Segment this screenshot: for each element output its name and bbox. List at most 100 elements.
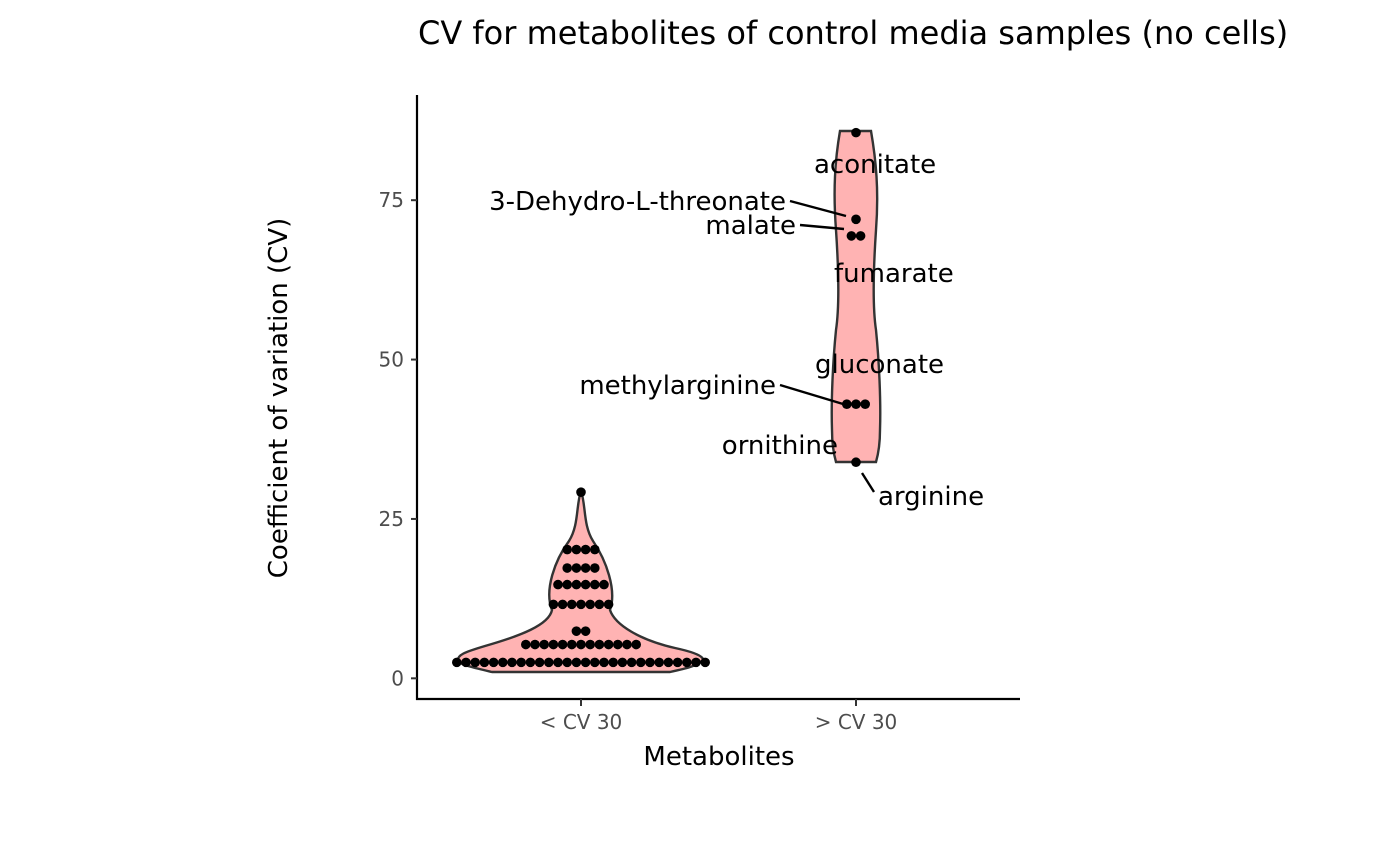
data-point [860,399,870,409]
data-point [846,231,857,241]
data-point [590,544,600,555]
data-point [603,599,614,610]
leader-3-dehydro-l-threonate [789,199,847,218]
data-point [594,599,605,610]
data-point [682,657,692,668]
data-point [590,579,600,590]
data-point [557,639,568,650]
data-point [525,657,536,668]
data-point [851,399,861,409]
data-point [452,657,462,668]
data-point [585,639,595,650]
data-point [603,639,614,650]
data-point [691,657,701,668]
data-point [851,214,861,225]
data-point [479,657,490,668]
data-point [562,579,572,590]
data-point [544,657,554,668]
label-ornithine: ornithine [722,431,838,461]
data-point [576,487,586,497]
data-point [507,657,517,668]
y-tick-label-25: 25 [379,507,404,531]
y-tick-label-50: 50 [379,348,404,372]
points-layer [452,127,870,668]
y-tick-label-75: 75 [379,188,404,212]
data-point [571,626,582,636]
plot-panel: aconitate 3-Dehydro-L-threonate malate f… [452,127,984,674]
x-axis: < CV 30 > CV 30 Metabolites [416,697,1020,772]
data-point [571,563,582,573]
data-point [590,657,600,668]
leader-malate [799,223,845,231]
data-point [594,639,605,650]
data-point [645,657,655,668]
data-point [576,599,586,610]
data-point [461,657,471,668]
data-point [599,579,609,590]
data-point [488,657,499,668]
data-point [580,626,591,636]
label-methylarginine: methylarginine [579,371,776,401]
data-point [498,657,508,668]
data-point [613,639,623,650]
data-point [516,657,526,668]
data-point [617,657,628,668]
data-point [571,657,582,668]
x-tick-label-0: < CV 30 [540,710,623,734]
data-point [548,599,559,610]
data-point [567,599,577,610]
data-point [580,579,591,590]
label-arginine: arginine [878,482,984,512]
data-point [580,657,591,668]
data-point [562,544,572,555]
data-point [567,639,577,650]
data-point [562,657,572,668]
data-point [580,544,591,555]
data-point [562,563,572,573]
data-point [534,657,545,668]
point-labels: aconitate 3-Dehydro-L-threonate malate f… [489,150,984,512]
data-point [585,599,595,610]
data-point [571,544,582,555]
x-axis-title: Metabolites [643,742,794,772]
data-point [557,599,568,610]
violin-gt-cv30 [830,129,882,464]
data-point [855,231,866,241]
data-point [539,639,549,650]
x-tick-label-1: > CV 30 [815,710,898,734]
data-point [663,657,674,668]
chart-title: CV for metabolites of control media samp… [418,14,1288,52]
data-point [576,639,586,650]
data-point [580,563,591,573]
x-ticks: < CV 30 > CV 30 [540,699,898,734]
leader-arginine [860,472,876,493]
data-point [631,639,641,650]
label-fumarate: fumarate [834,259,954,289]
data-point [521,639,531,650]
y-tick-label-0: 0 [391,666,404,690]
data-point [851,457,861,468]
leader-lines [779,199,876,493]
label-3-dehydro-l-threonate: 3-Dehydro-L-threonate [489,187,786,217]
leader-methylarginine [779,383,844,406]
label-malate: malate [705,211,796,241]
data-point [626,657,637,668]
data-point [571,579,582,590]
data-point [590,563,600,573]
label-gluconate: gluconate [815,350,944,380]
data-point [599,657,609,668]
data-point [654,657,664,668]
data-point [553,657,563,668]
data-point [553,579,563,590]
data-point [700,657,710,668]
data-point [622,639,632,650]
y-ticks: 0 25 50 75 [379,188,417,690]
violin-lt-cv30 [456,487,705,674]
data-point [851,127,861,138]
label-aconitate: aconitate [814,150,936,180]
y-axis: 0 25 50 75 Coefficient of variation (CV) [264,95,419,700]
y-axis-title: Coefficient of variation (CV) [264,218,294,578]
data-point [530,639,540,650]
data-point [470,657,481,668]
